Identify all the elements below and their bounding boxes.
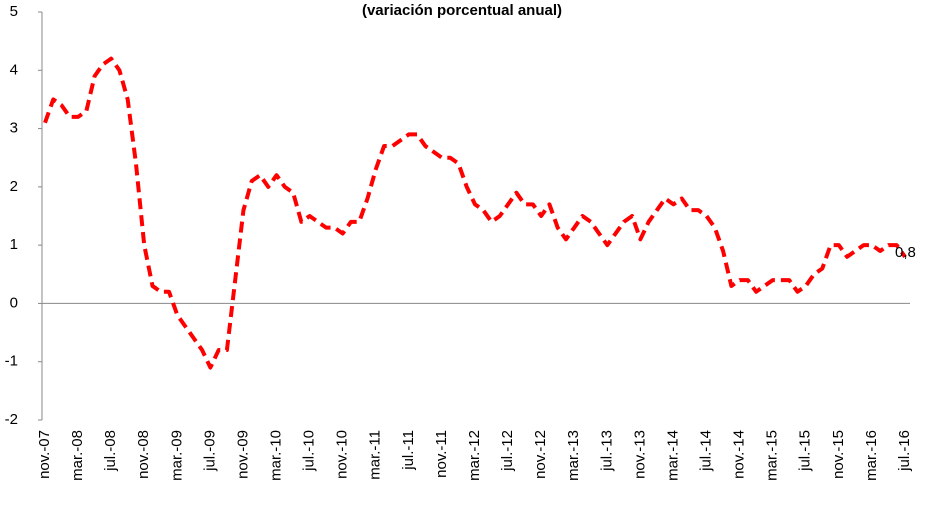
x-tick-label: mar.-12 xyxy=(466,430,483,481)
y-tick-label: -1 xyxy=(5,353,18,370)
x-tick-label: jul.-09 xyxy=(201,430,218,472)
x-tick-label: mar.-16 xyxy=(863,430,880,481)
x-tick-label: nov.-15 xyxy=(830,430,847,479)
x-tick-label: nov.-12 xyxy=(532,430,549,479)
y-tick-label: 4 xyxy=(10,61,18,78)
chart-title: (variación porcentual anual) xyxy=(362,2,562,19)
x-tick-label: mar.-14 xyxy=(664,430,681,481)
x-tick-label: nov.-11 xyxy=(433,430,450,478)
y-tick-label: 3 xyxy=(10,120,18,137)
x-tick-label: nov.-09 xyxy=(234,430,251,479)
y-tick-label: 2 xyxy=(10,178,18,195)
data-line xyxy=(43,56,907,370)
x-tick-label: jul.-11 xyxy=(400,430,417,471)
x-tick-label: jul.-13 xyxy=(598,430,615,472)
x-tick-label: nov.-10 xyxy=(334,430,351,479)
data-label: 0,8 xyxy=(895,244,916,261)
x-tick-label: mar.-09 xyxy=(168,430,185,481)
x-tick-label: mar.-11 xyxy=(367,430,384,480)
x-tick-label: mar.-08 xyxy=(69,430,86,481)
x-tick-label: jul.-10 xyxy=(301,430,318,472)
x-tick-label: jul.-08 xyxy=(102,430,119,472)
x-tick-label: jul.-14 xyxy=(698,430,715,472)
x-tick-label: jul.-15 xyxy=(797,430,814,472)
x-tick-label: jul.-16 xyxy=(896,430,913,472)
x-tick-label: jul.-12 xyxy=(499,430,516,472)
x-tick-label: mar.-10 xyxy=(268,430,285,481)
y-tick-label: -2 xyxy=(5,411,18,428)
x-tick-label: mar.-15 xyxy=(764,430,781,481)
x-tick-label: nov.-08 xyxy=(135,430,152,479)
y-tick-label: 0 xyxy=(10,294,18,311)
y-tick-label: 5 xyxy=(10,3,18,20)
x-tick-label: mar.-13 xyxy=(565,430,582,481)
y-tick-label: 1 xyxy=(10,236,18,253)
x-tick-label: nov.-13 xyxy=(631,430,648,479)
x-tick-label: nov.-14 xyxy=(731,430,748,479)
x-tick-label: nov.-07 xyxy=(36,430,53,479)
